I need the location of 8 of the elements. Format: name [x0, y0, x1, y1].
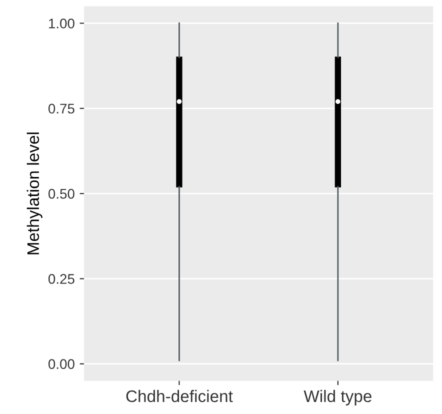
x-tick-label: Wild type: [304, 390, 372, 406]
y-tick-label: 1.00: [48, 18, 74, 28]
y-tick-label: 0.50: [48, 188, 74, 199]
x-tick-label: Chdh-deficient: [126, 390, 233, 402]
y-tick-label: 0.25: [48, 274, 74, 284]
y-tick-label: 0.00: [48, 359, 74, 370]
y-tick-label: 0.75: [48, 104, 74, 114]
y-axis-title: Methylation level: [26, 132, 42, 254]
